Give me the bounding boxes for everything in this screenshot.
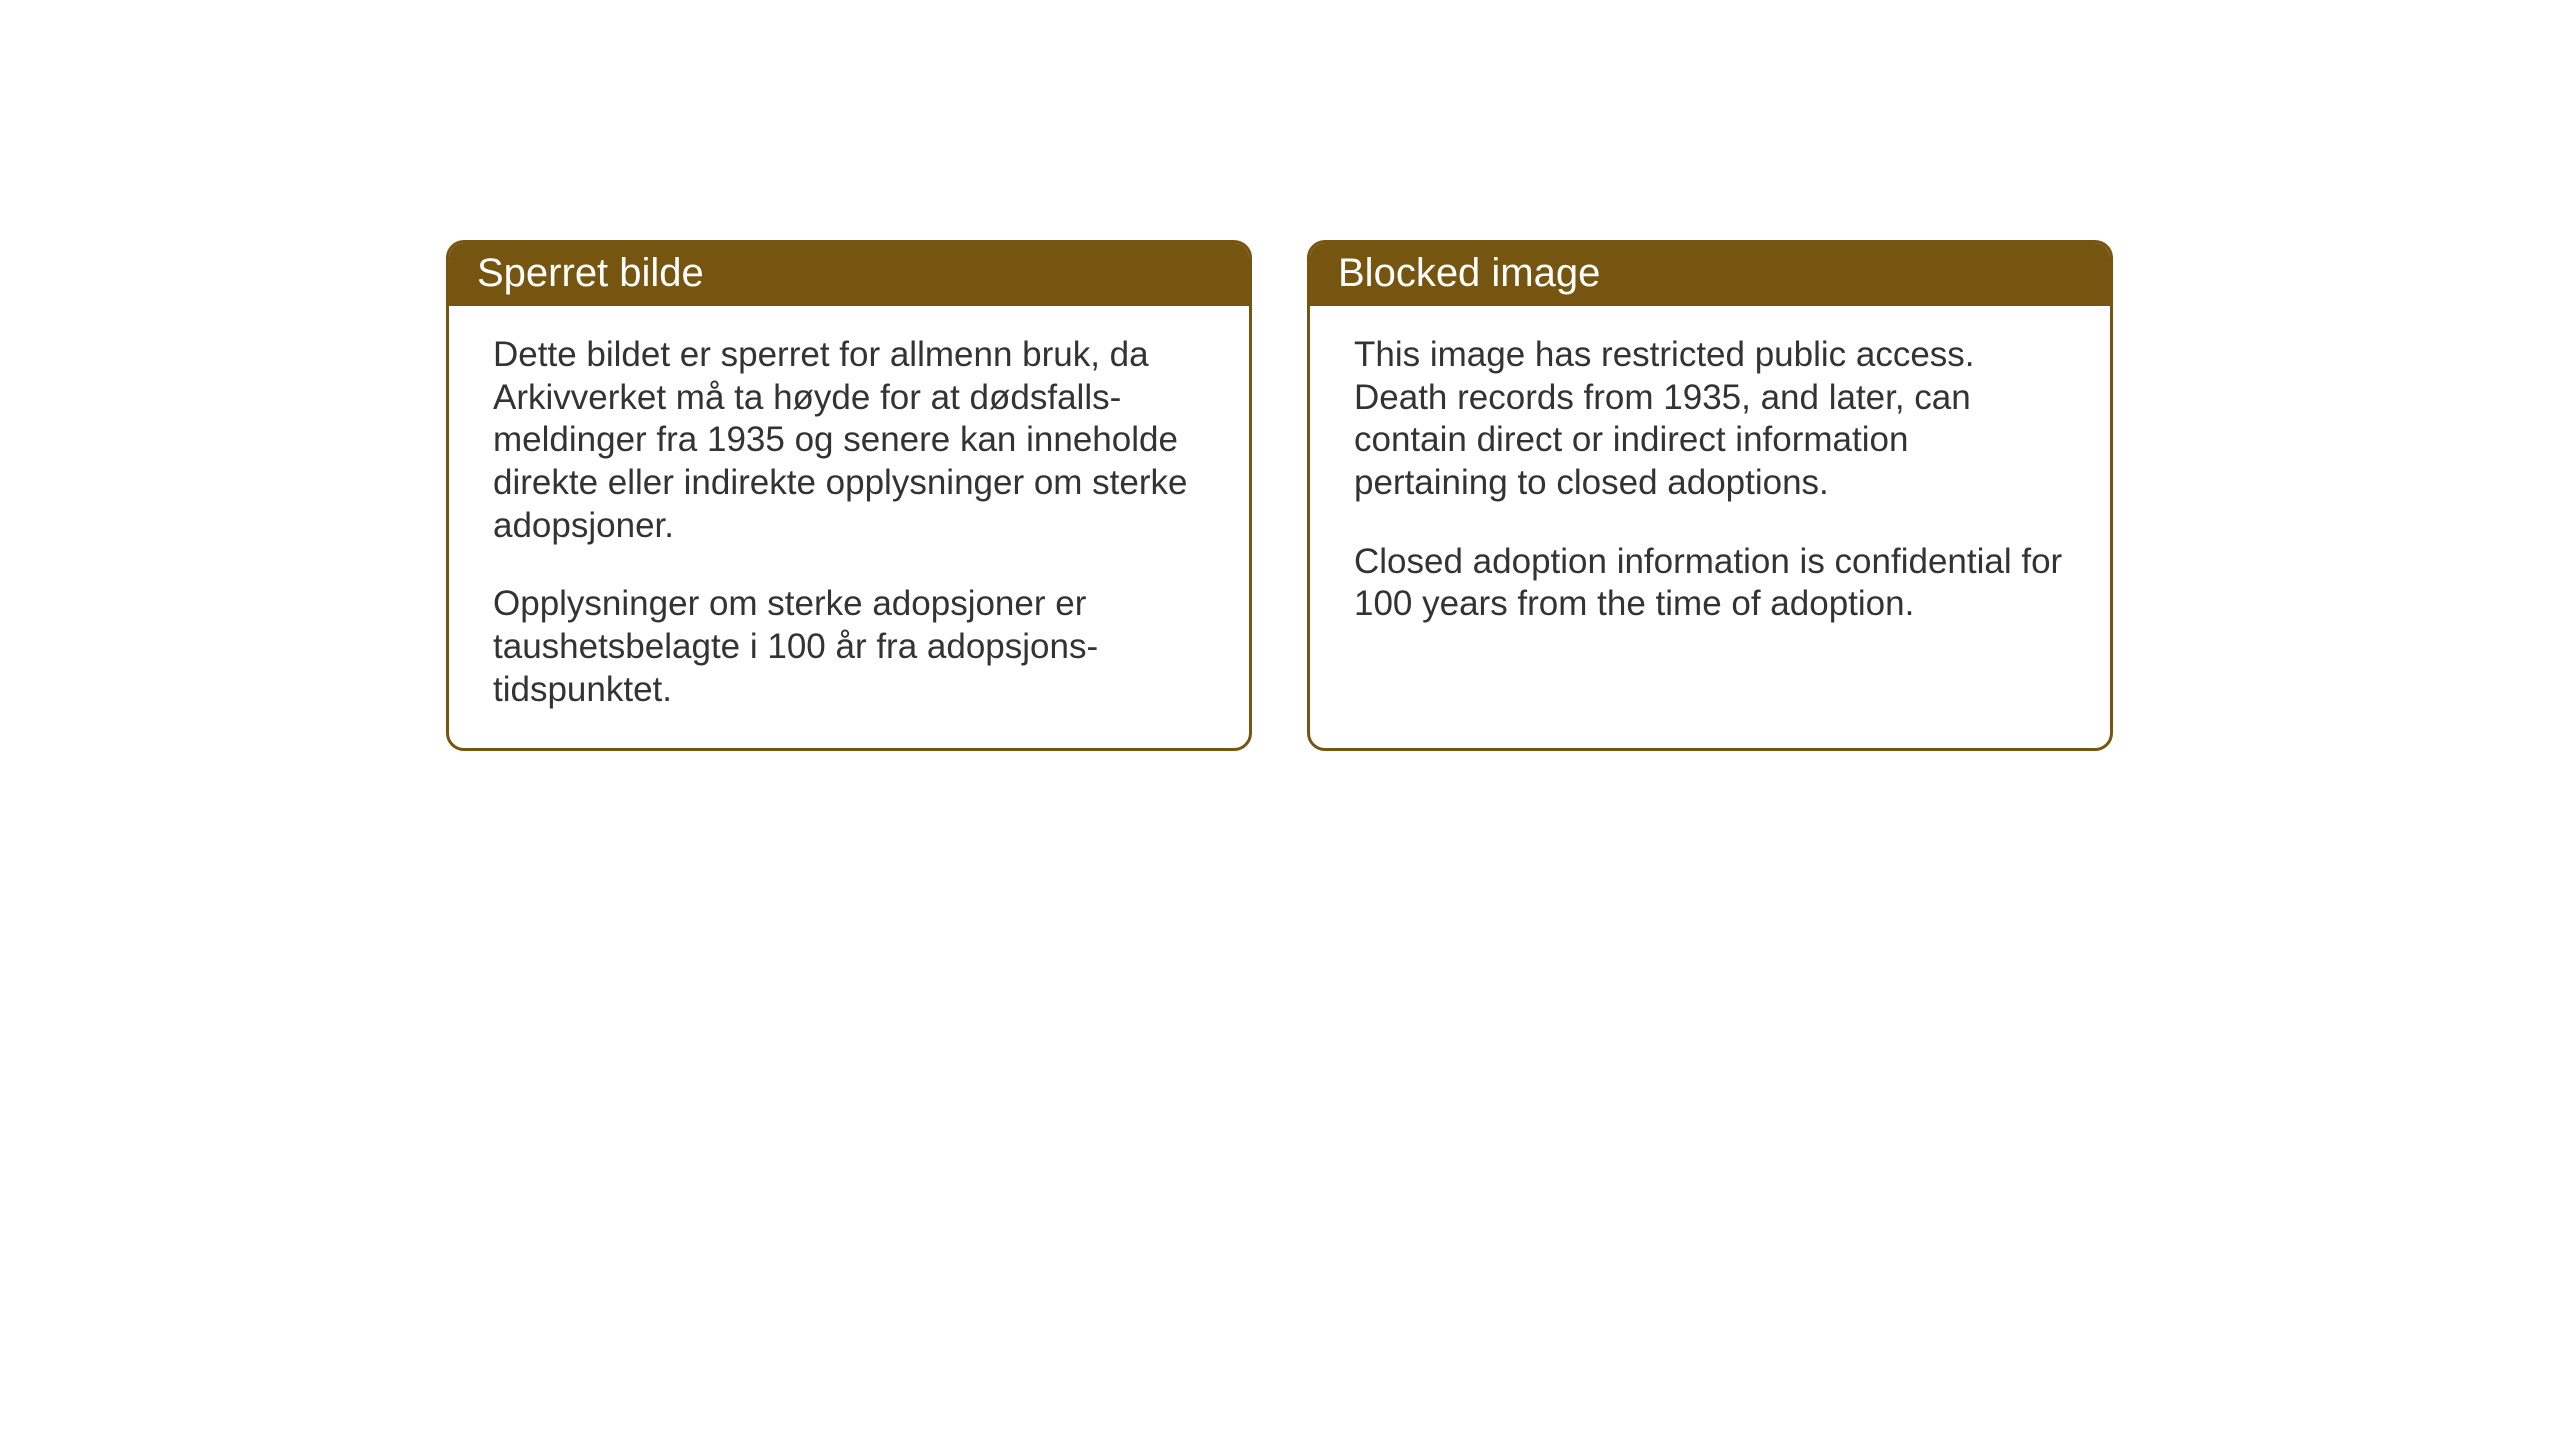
notice-paragraph-2-norwegian: Opplysninger om sterke adopsjoner er tau…	[493, 583, 1205, 711]
notice-body-norwegian: Dette bildet er sperret for allmenn bruk…	[449, 306, 1249, 748]
notice-box-english: Blocked image This image has restricted …	[1307, 240, 2113, 751]
notice-paragraph-1-norwegian: Dette bildet er sperret for allmenn bruk…	[493, 334, 1205, 547]
notice-container: Sperret bilde Dette bildet er sperret fo…	[446, 240, 2113, 751]
notice-header-english: Blocked image	[1310, 243, 2110, 306]
notice-box-norwegian: Sperret bilde Dette bildet er sperret fo…	[446, 240, 1252, 751]
notice-header-norwegian: Sperret bilde	[449, 243, 1249, 306]
notice-paragraph-1-english: This image has restricted public access.…	[1354, 334, 2066, 505]
notice-paragraph-2-english: Closed adoption information is confident…	[1354, 541, 2066, 626]
notice-title-norwegian: Sperret bilde	[477, 251, 704, 295]
notice-title-english: Blocked image	[1338, 251, 1600, 295]
notice-body-english: This image has restricted public access.…	[1310, 306, 2110, 662]
